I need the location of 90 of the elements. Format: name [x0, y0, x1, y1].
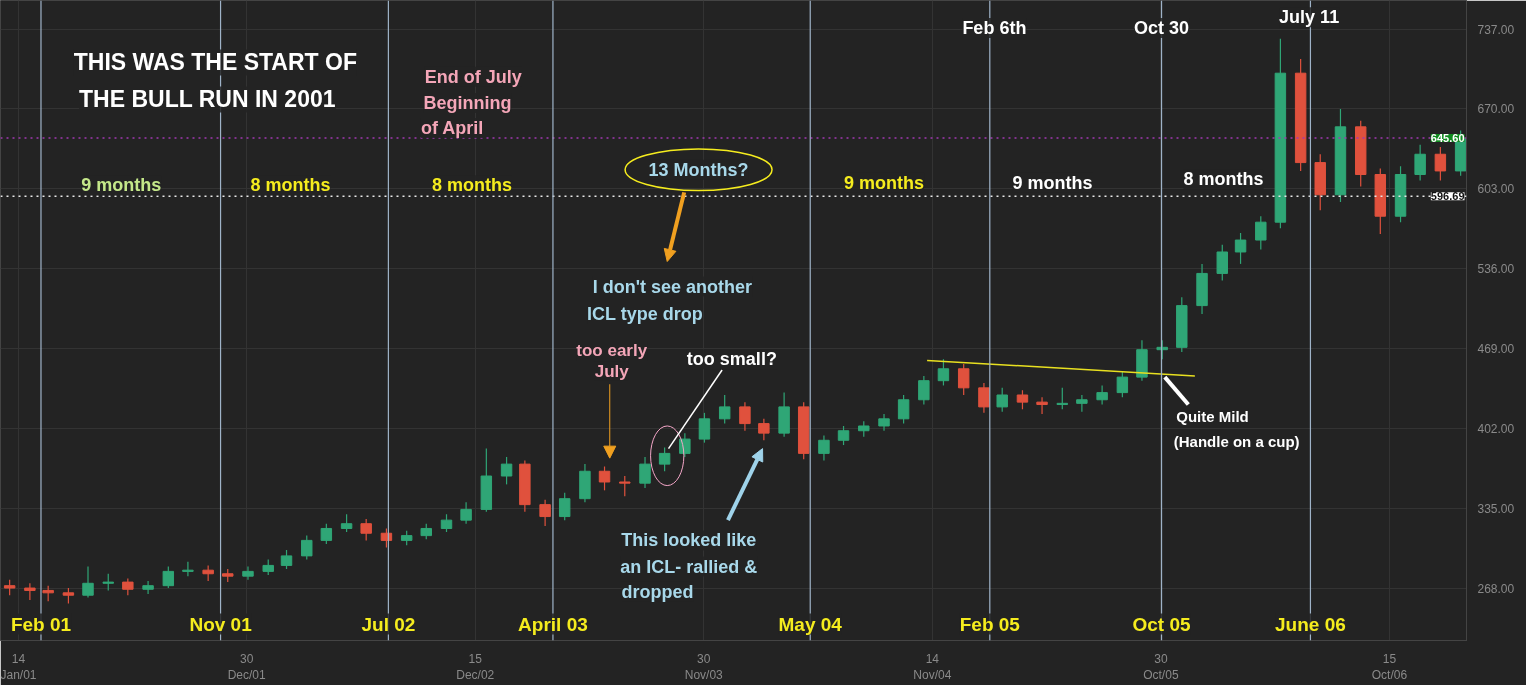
candlestick: [918, 375, 930, 406]
annotation: 8 months: [250, 175, 331, 196]
ref-line-label: 645.60: [1430, 132, 1465, 145]
candlestick: [718, 394, 731, 425]
candlestick: [598, 465, 611, 491]
x-tick-label: 14 Jan/01: [0, 651, 37, 683]
candlestick: [1414, 144, 1426, 182]
annotation: 9 months: [81, 175, 162, 196]
candlestick: [539, 499, 551, 527]
annotation: July: [594, 361, 630, 381]
annotation: July 11: [1279, 7, 1340, 28]
candlestick: [360, 518, 372, 541]
x-tick-label: 30 Nov/03: [684, 651, 724, 683]
candlestick: [1076, 394, 1088, 413]
x-tick-label: 30 Dec/01: [227, 651, 267, 683]
candlestick: [739, 401, 751, 432]
candlestick: [978, 382, 990, 414]
x-tick-label: 14 Nov/04: [913, 651, 952, 683]
y-tick-label: 402.00: [1477, 421, 1515, 436]
candlestick: [182, 561, 194, 577]
candlestick: [142, 580, 154, 595]
candlestick: [818, 434, 830, 462]
candlestick: [1036, 396, 1048, 415]
ref-line-label: 596.69: [1430, 190, 1465, 203]
annotation: Oct 30: [1134, 17, 1190, 38]
annotation: 9 months: [844, 172, 925, 193]
ref-line-label: Jul 02: [361, 613, 416, 635]
annotation: 8 months: [431, 175, 512, 196]
y-tick-label: 737.00: [1477, 22, 1515, 37]
y-tick-label: 536.00: [1477, 262, 1515, 277]
annotation: Feb 6th: [962, 17, 1027, 38]
annotation: ICL type drop: [587, 303, 703, 324]
annotation: too small?: [686, 349, 777, 370]
candlestick: [460, 501, 472, 525]
candlestick: [1234, 232, 1247, 265]
annotation: an ICL- rallied &: [620, 556, 758, 577]
annotation: This looked like: [621, 530, 757, 551]
ref-line-label: Nov 01: [189, 613, 253, 635]
candlestick: [1096, 384, 1108, 406]
annotation: THIS WAS THE START OF: [73, 49, 357, 76]
annotation: I don't see another: [592, 276, 753, 297]
annotation: 8 months: [1183, 169, 1264, 190]
candlestick: [320, 523, 333, 545]
annotation: End of July: [424, 66, 522, 87]
candlestick: [937, 358, 950, 387]
candlestick: [1434, 146, 1447, 182]
candlestick: [162, 566, 175, 589]
candlestick: [280, 549, 293, 570]
candlestick: [1056, 387, 1069, 410]
x-tick-label: 15 Oct/06: [1371, 651, 1408, 683]
candlestick: [1255, 215, 1267, 251]
y-tick-label: 603.00: [1477, 182, 1515, 197]
ref-line-label: May 04: [778, 613, 843, 635]
candlestick: [24, 582, 36, 601]
y-tick-label: 469.00: [1477, 342, 1515, 357]
ref-line-label: June 06: [1275, 613, 1346, 635]
candlestick: [758, 418, 770, 441]
candlestick: [658, 446, 671, 472]
candlestick: [698, 412, 711, 444]
annotation: THE BULL RUN IN 2001: [79, 86, 336, 113]
annotation: Beginning: [423, 93, 512, 113]
candlestick: [996, 387, 1008, 413]
ref-line-label: Feb 01: [10, 613, 72, 635]
y-tick-label: 335.00: [1477, 501, 1515, 516]
candlestick: [897, 394, 910, 425]
candlestick: [639, 456, 651, 489]
candlestick: [558, 492, 571, 521]
candlestick: [619, 475, 631, 497]
x-tick-label: 15 Dec/02: [456, 651, 495, 683]
ref-line-label: Oct 05: [1132, 613, 1192, 635]
annotation: 13 Months?: [648, 159, 749, 180]
annotation: dropped: [621, 581, 694, 602]
candlestick: [1216, 244, 1228, 282]
annotation: of April: [420, 118, 484, 139]
candlestick: [82, 566, 94, 599]
candlestick: [500, 456, 513, 485]
y-tick-label: 670.00: [1477, 102, 1515, 117]
annotation: too early: [576, 341, 648, 361]
candlestick: [837, 425, 850, 446]
candlestick: [957, 363, 970, 396]
y-tick-label: 268.00: [1477, 581, 1515, 596]
x-tick-label: 30 Oct/05: [1143, 651, 1179, 683]
annotation: Quite Mild: [1176, 407, 1249, 425]
candlestick: [301, 535, 313, 561]
candlestick: [1016, 389, 1029, 410]
annotation: 9 months: [1012, 172, 1093, 193]
candlestick: [1116, 370, 1129, 398]
ref-line-label: Feb 05: [959, 613, 1021, 635]
ref-line-label: April 03: [518, 613, 588, 635]
annotation: (Handle on a cup): [1173, 432, 1300, 450]
